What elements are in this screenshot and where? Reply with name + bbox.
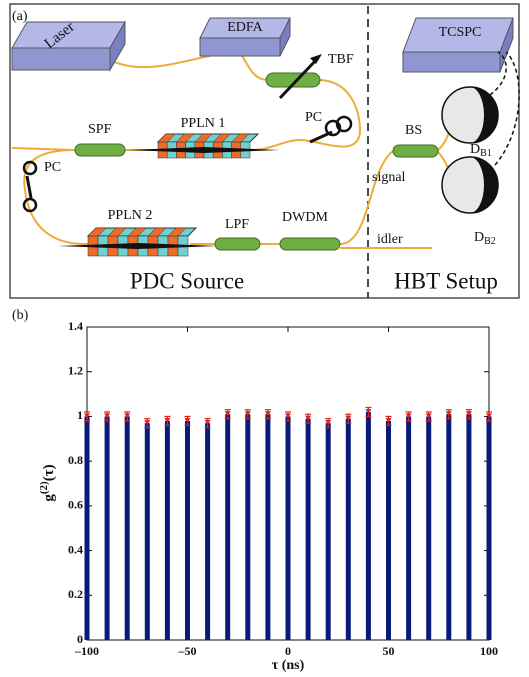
bar [165, 421, 170, 640]
bar [185, 421, 190, 640]
x-tick-label: –100 [74, 644, 99, 658]
dwdm [280, 238, 340, 250]
label: DB2 [474, 230, 496, 247]
label: D [470, 142, 480, 157]
label: idler [377, 232, 403, 247]
label: PPLN 2 [108, 208, 153, 223]
bar [366, 412, 371, 640]
label: PPLN 1 [181, 116, 226, 131]
section-label: PDC Source [130, 268, 244, 293]
bar [125, 416, 130, 640]
label: signal [372, 170, 406, 185]
tcspc-box [403, 52, 500, 72]
label: LPF [225, 217, 249, 232]
label-sub: B1 [480, 148, 492, 159]
bar [446, 414, 451, 640]
pc [27, 176, 31, 198]
x-axis-label: τ (ns) [272, 658, 305, 673]
panel-label: (a) [12, 9, 28, 24]
label-sub: B2 [484, 236, 496, 247]
x-tick-label: 100 [480, 644, 498, 658]
y-tick-label: 0.8 [68, 453, 83, 467]
bar [286, 416, 291, 640]
bs [393, 145, 438, 157]
bar [466, 414, 471, 640]
label: PC [44, 160, 61, 175]
x-tick-label: 0 [285, 644, 291, 658]
bar [205, 423, 210, 640]
y-tick-label: 0.4 [68, 542, 83, 556]
lpf [215, 238, 260, 250]
bar [105, 416, 110, 640]
label: BS [405, 123, 422, 138]
x-tick-label: 50 [383, 644, 395, 658]
y-tick-label: 1 [77, 408, 83, 422]
spf [75, 144, 125, 156]
fiber [340, 151, 393, 244]
ppln2 [58, 228, 218, 256]
label: TCSPC [439, 25, 482, 40]
label: EDFA [227, 20, 263, 35]
y-axis-label: (2) [38, 481, 50, 494]
x-tick-label: –50 [178, 644, 197, 658]
laser-box [12, 48, 110, 70]
label: PC [305, 110, 322, 125]
y-tick-label: 0.6 [68, 498, 83, 512]
figure: (a) Laser EDFA TCSPC TBF PC SPF PPLN 1 P… [0, 0, 529, 677]
bar [487, 416, 492, 640]
pc [310, 132, 332, 142]
bar [326, 423, 331, 640]
y-tick-label: 1.4 [68, 319, 83, 333]
edfa-box [200, 38, 280, 56]
label: TBF [328, 52, 354, 67]
bar [245, 414, 250, 640]
y-axis-label: g(2)(τ) [38, 464, 58, 501]
bar [265, 414, 270, 640]
label: SPF [88, 122, 112, 137]
bar [225, 414, 230, 640]
label: DWDM [282, 210, 328, 225]
y-tick-label: 0.2 [68, 587, 83, 601]
bar [306, 419, 311, 640]
label: DB1 [470, 142, 492, 159]
panel-label: (b) [12, 308, 29, 323]
y-tick-label: 1.2 [68, 363, 83, 377]
bar [426, 416, 431, 640]
section-label: HBT Setup [394, 268, 498, 293]
label: D [474, 230, 484, 245]
bar [85, 416, 90, 640]
bar [145, 423, 150, 640]
beam [128, 147, 280, 153]
y-axis-label: (τ) [41, 464, 57, 481]
bar [346, 419, 351, 640]
bar [386, 421, 391, 640]
bar [406, 416, 411, 640]
ppln1 [128, 134, 280, 158]
